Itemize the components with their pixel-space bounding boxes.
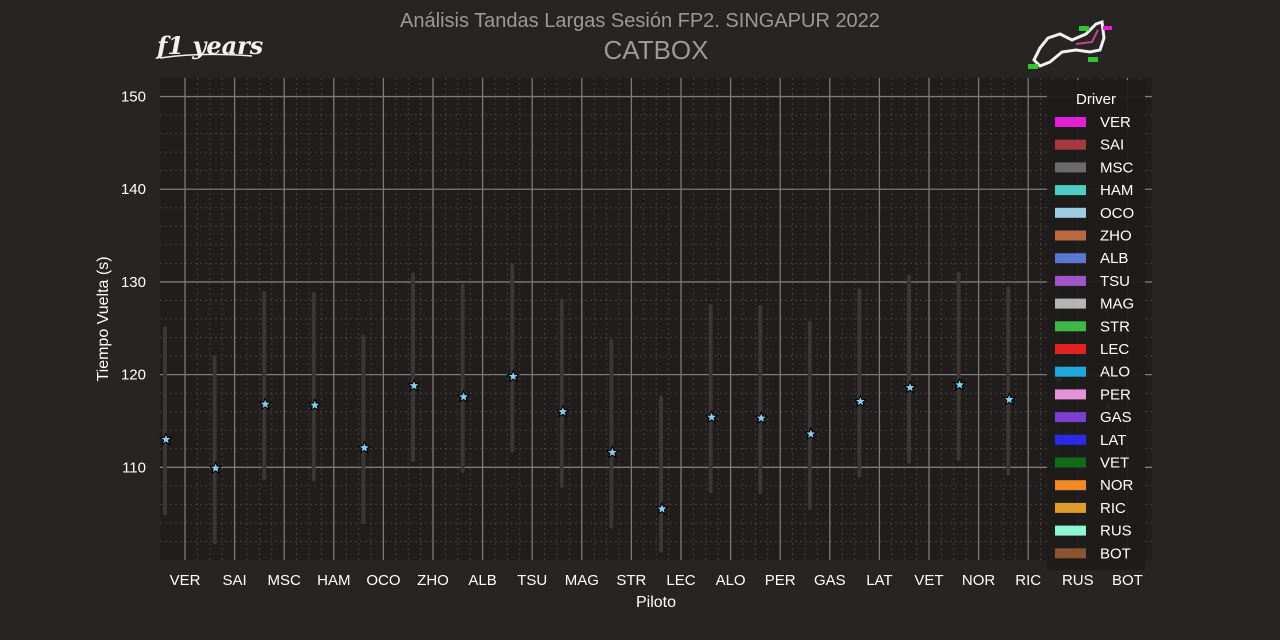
median-marker-gas [803, 426, 818, 440]
legend-swatch-gas [1055, 412, 1086, 423]
y-tick-label: 130 [121, 274, 146, 291]
legend-label-ham: HAM [1100, 182, 1133, 199]
legend-label-vet: VET [1100, 455, 1129, 472]
x-tick-label-tsu: TSU [517, 572, 547, 589]
median-marker-oco [357, 440, 372, 454]
median-marker-ver [158, 432, 174, 446]
track-map-icon [1028, 19, 1112, 69]
median-marker-lec [654, 501, 670, 515]
median-marker-vet [902, 380, 918, 394]
legend-label-lec: LEC [1100, 341, 1129, 358]
x-tick-label-ric: RIC [1015, 572, 1041, 589]
brand-logo-swoosh [159, 53, 253, 59]
median-marker-alb [456, 389, 471, 403]
x-tick-label-alo: ALO [716, 572, 746, 589]
legend-label-oco: OCO [1100, 205, 1134, 222]
legend-label-ver: VER [1100, 114, 1131, 131]
median-marker-sai [208, 460, 223, 475]
x-tick-label-mag: MAG [565, 572, 599, 589]
legend-swatch-str [1055, 321, 1086, 332]
x-tick-label-msc: MSC [268, 572, 302, 589]
legend-swatch-alb [1055, 253, 1086, 264]
legend-label-ric: RIC [1100, 500, 1126, 517]
y-axis-ticks: 110 120 130 140 150 [121, 89, 146, 477]
median-marker-ham [307, 397, 322, 412]
legend-swatch-rus [1055, 525, 1086, 536]
x-tick-label-lat: LAT [866, 572, 892, 589]
legend-label-sai: SAI [1100, 137, 1124, 154]
chart-title: Análisis Tandas Largas Sesión FP2. SINGA… [400, 10, 880, 32]
x-tick-label-vet: VET [914, 572, 943, 589]
median-marker-zho [406, 378, 422, 392]
legend-swatch-ric [1055, 502, 1086, 513]
legend-label-gas: GAS [1100, 409, 1132, 426]
median-marker-msc [258, 396, 273, 411]
x-tick-label-nor: NOR [962, 572, 996, 589]
legend-swatch-vet [1055, 457, 1086, 468]
median-marker-tsu [506, 369, 521, 383]
x-tick-label-gas: GAS [814, 572, 846, 589]
y-axis-title: Tiempo Vuelta (s) [95, 256, 112, 381]
legend-label-zho: ZHO [1100, 228, 1132, 245]
legend-title: Driver [1076, 91, 1116, 108]
legend-swatch-alo [1055, 366, 1086, 377]
median-marker-ric [1002, 392, 1017, 406]
legend-swatch-bot [1055, 548, 1086, 559]
legend-label-mag: MAG [1100, 296, 1134, 313]
legend-label-bot: BOT [1100, 545, 1131, 562]
legend-label-alo: ALO [1100, 364, 1130, 381]
median-marker-per [754, 410, 769, 425]
median-markers [158, 369, 1116, 515]
median-marker-lat [853, 394, 868, 408]
legend-swatch-per [1055, 389, 1086, 400]
legend-swatch-msc [1055, 162, 1086, 173]
median-marker-mag [555, 404, 570, 418]
x-tick-label-bot: BOT [1112, 572, 1143, 589]
legend-items: VER SAI MSC HAM OCO ZHO ALB TSU MAG STR LEC ALO PER G… [1055, 114, 1134, 562]
legend-label-per: PER [1100, 386, 1131, 403]
x-tick-label-oco: OCO [366, 572, 400, 589]
legend-label-tsu: TSU [1100, 273, 1130, 290]
legend-swatch-tsu [1055, 275, 1086, 286]
legend-swatch-ver [1055, 117, 1086, 127]
x-tick-label-rus: RUS [1062, 572, 1094, 589]
median-marker-nor [952, 377, 967, 391]
legend: Driver VER SAI MSC HAM OCO ZHO ALB TSU MAG STR LEC… [1047, 80, 1145, 570]
brand-logo: f1 years [155, 31, 264, 60]
legend-swatch-lat [1055, 434, 1086, 445]
x-tick-label-per: PER [765, 572, 796, 589]
legend-label-str: STR [1100, 318, 1130, 335]
x-axis-title: Piloto [636, 594, 676, 611]
legend-swatch-zho [1055, 230, 1086, 241]
legend-label-rus: RUS [1100, 523, 1132, 540]
legend-label-nor: NOR [1100, 477, 1134, 494]
median-marker-alo [704, 409, 719, 424]
chart-subtitle: CATBOX [604, 35, 709, 65]
legend-swatch-lec [1055, 344, 1086, 354]
median-marker-str [605, 445, 620, 459]
y-tick-label: 140 [121, 181, 146, 198]
legend-swatch-sai [1055, 139, 1086, 150]
legend-label-alb: ALB [1100, 250, 1128, 267]
legend-swatch-nor [1055, 480, 1086, 491]
y-tick-label: 150 [121, 89, 146, 106]
legend-swatch-mag [1055, 298, 1086, 309]
x-tick-label-zho: ZHO [417, 572, 449, 589]
legend-swatch-oco [1055, 207, 1086, 218]
x-tick-label-alb: ALB [468, 572, 496, 589]
x-tick-label-lec: LEC [666, 572, 695, 589]
x-tick-label-ver: VER [170, 572, 201, 589]
x-axis-ticks: VER SAI MSC HAM OCO ZHO ALB TSU MAG STR LEC ALO PER G… [170, 572, 1143, 589]
y-tick-label: 110 [122, 459, 146, 476]
x-tick-label-str: STR [616, 572, 646, 589]
x-tick-label-sai: SAI [223, 572, 247, 589]
legend-label-lat: LAT [1100, 432, 1126, 449]
legend-label-msc: MSC [1100, 159, 1134, 176]
y-tick-label: 120 [121, 367, 146, 384]
x-tick-label-ham: HAM [317, 572, 350, 589]
legend-swatch-ham [1055, 185, 1086, 196]
